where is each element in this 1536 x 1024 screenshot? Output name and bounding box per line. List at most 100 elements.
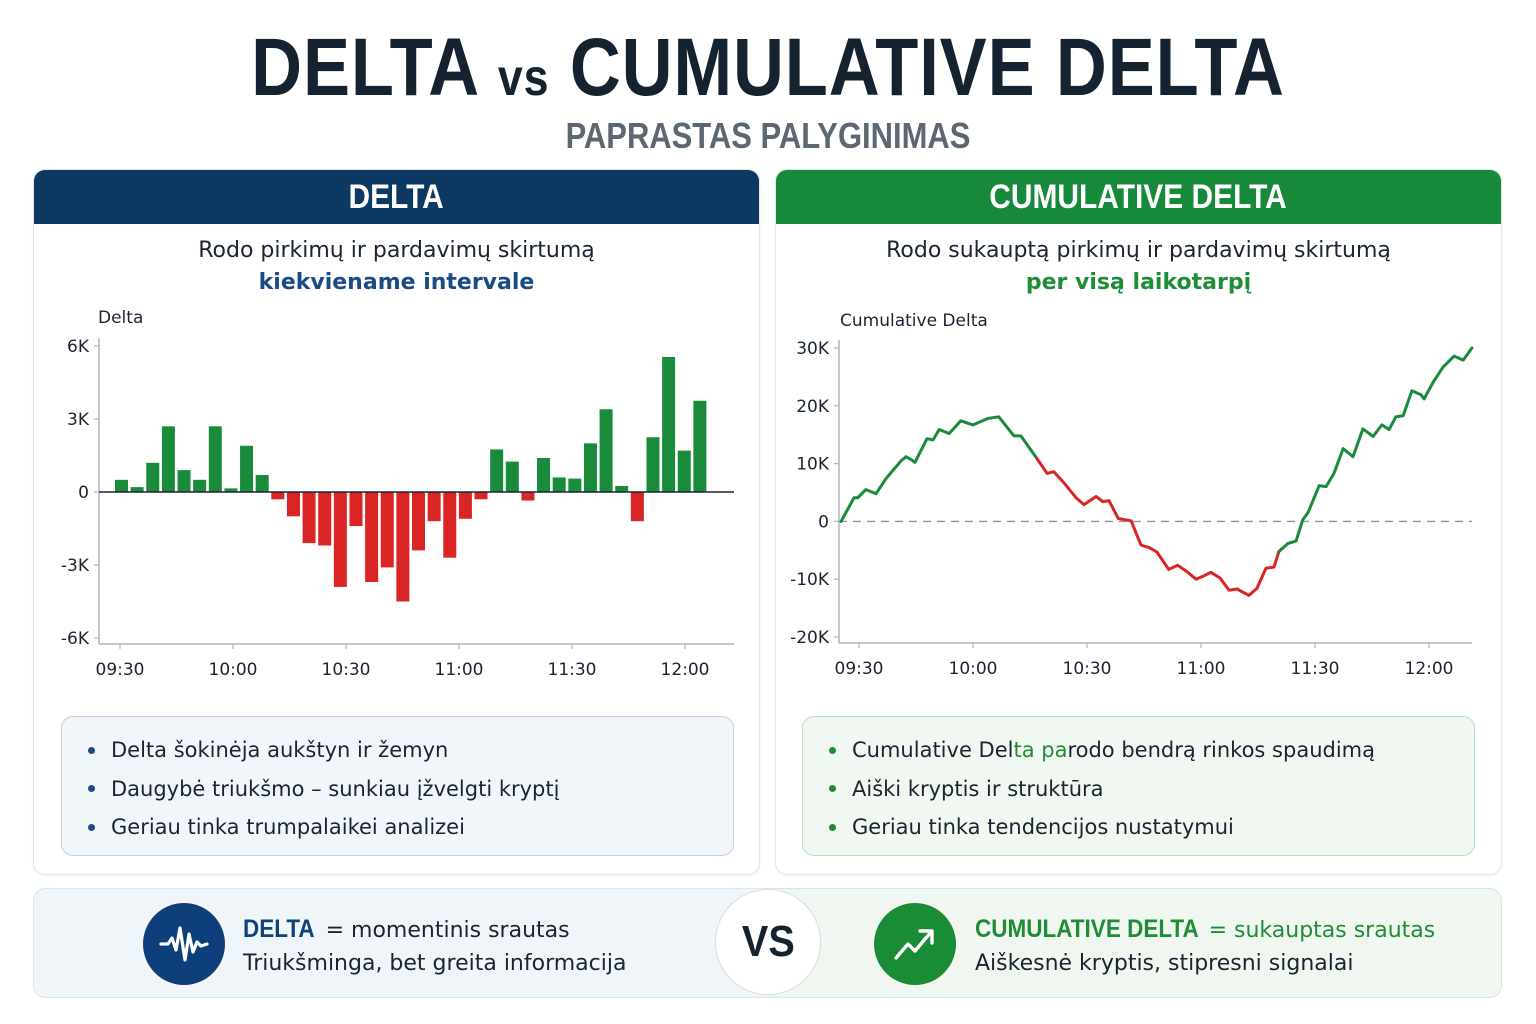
- bar-positive: [537, 457, 551, 492]
- bullet-dot-icon: [829, 823, 836, 831]
- bar-positive: [240, 445, 254, 492]
- bar-negative: [396, 492, 410, 602]
- list-item: Aiški kryptis ir struktūra: [829, 770, 1474, 809]
- y-tick-label: 0: [818, 512, 829, 532]
- cumulative-card-description: Rodo sukauptą pirkimų ir pardavimų skirt…: [776, 236, 1501, 300]
- bar-negative: [380, 492, 394, 568]
- bar-negative: [427, 492, 441, 522]
- subtitle: PAPRASTAS PALYGINIMAS: [565, 115, 971, 156]
- y-tick-label: 30K: [796, 339, 830, 359]
- y-tick-label: -10K: [790, 570, 830, 590]
- bar-positive: [490, 449, 504, 492]
- cumulative-delta-card: CUMULATIVE DELTA Rodo sukauptą pirkimų i…: [775, 169, 1502, 875]
- bar-negative: [318, 492, 332, 546]
- cumulative-summary-note: Aiškesnė kryptis, stipresni signalai: [975, 951, 1354, 976]
- y-tick-label: 6K: [67, 337, 90, 357]
- trending-up-icon: [874, 903, 956, 985]
- bar-negative: [302, 492, 316, 544]
- cumulative-desc-emphasis: per visą laikotarpį: [1025, 270, 1252, 295]
- bar-negative: [333, 492, 347, 587]
- bar-negative: [458, 492, 472, 519]
- y-tick-label: 20K: [796, 397, 830, 417]
- bar-negative: [412, 492, 426, 551]
- bullet-dot-icon: [88, 746, 95, 754]
- bar-positive: [130, 487, 144, 492]
- bullet-dot-icon: [829, 785, 836, 793]
- cumulative-card-header: CUMULATIVE DELTA: [776, 170, 1501, 224]
- bar-negative: [365, 492, 379, 583]
- bar-positive: [662, 356, 676, 492]
- bar-positive: [115, 479, 129, 492]
- bar-negative: [349, 492, 363, 527]
- line-segment-up: [839, 415, 1039, 523]
- waveform-icon: [143, 903, 225, 985]
- bar-positive: [255, 474, 269, 492]
- x-tick-label: 10:30: [1063, 659, 1112, 679]
- title-delta: DELTA: [251, 22, 478, 113]
- delta-summary-definition: = momentinis srautas: [318, 918, 570, 943]
- x-tick-label: 11:00: [435, 660, 484, 680]
- bullet-text-part: Cumulative Del: [852, 738, 1014, 763]
- vs-label: VS: [741, 917, 795, 966]
- cumulative-bullet-list: Cumulative Delta parodo bendrą rinkos sp…: [802, 716, 1475, 856]
- x-tick-label: 09:30: [96, 660, 145, 680]
- y-tick-label: 3K: [67, 410, 90, 430]
- bar-negative: [271, 492, 285, 500]
- cumulative-summary-key: CUMULATIVE DELTA: [975, 915, 1199, 943]
- y-axis-title: Cumulative Delta: [840, 311, 988, 331]
- cumulative-summary-definition: = sukauptas srautas: [1201, 918, 1436, 943]
- x-tick-label: 10:00: [209, 660, 258, 680]
- list-item: Geriau tinka trumpalaikei analizei: [88, 808, 733, 847]
- bullet-text: Geriau tinka tendencijos nustatymui: [852, 815, 1234, 840]
- bullet-text: Geriau tinka trumpalaikei analizei: [111, 815, 465, 840]
- bar-negative: [521, 492, 535, 501]
- main-title: DELTA vs CUMULATIVE DELTA: [108, 22, 1429, 124]
- bar-negative: [474, 492, 488, 500]
- bar-positive: [208, 426, 222, 492]
- cumulative-card-title: CUMULATIVE DELTA: [989, 177, 1288, 216]
- bar-negative: [630, 492, 644, 522]
- x-tick-label: 10:00: [949, 659, 998, 679]
- x-tick-label: 11:30: [548, 660, 597, 680]
- delta-summary-note: Triukšminga, bet greita informacija: [243, 951, 627, 976]
- x-tick-label: 11:00: [1177, 659, 1226, 679]
- delta-summary-text: DELTA = momentinis srautas Triukšminga, …: [243, 913, 626, 981]
- line-segment-down: [1035, 456, 1281, 597]
- bar-positive: [646, 437, 660, 492]
- bullet-text-highlight: ta pa: [1013, 738, 1068, 763]
- bar-positive: [583, 443, 597, 492]
- y-tick-label: -6K: [61, 629, 90, 649]
- bar-positive: [505, 461, 519, 492]
- y-tick-label: 0: [78, 483, 89, 503]
- x-tick-label: 12:00: [661, 660, 710, 680]
- bar-positive: [693, 400, 707, 492]
- bar-positive: [677, 450, 691, 492]
- bullet-text: Delta šokinėja aukštyn ir žemyn: [111, 738, 449, 763]
- bar-positive: [224, 488, 238, 492]
- bullet-text-part: rodo bendrą rinkos spaudimą: [1067, 738, 1375, 763]
- delta-card-title: DELTA: [348, 177, 445, 216]
- y-axis-title: Delta: [98, 308, 143, 328]
- delta-bullet-list: Delta šokinėja aukštyn ir žemyn Daugybė …: [61, 716, 734, 856]
- delta-card-description: Rodo pirkimų ir pardavimų skirtumą kiekv…: [34, 236, 759, 300]
- list-item: Cumulative Delta parodo bendrą rinkos sp…: [829, 731, 1474, 770]
- list-item: Geriau tinka tendencijos nustatymui: [829, 808, 1474, 847]
- bullet-text: Cumulative Delta parodo bendrą rinkos sp…: [852, 738, 1375, 762]
- title-cumulative-delta: CUMULATIVE DELTA: [569, 22, 1285, 113]
- cumulative-desc-line1: Rodo sukauptą pirkimų ir pardavimų skirt…: [886, 238, 1391, 263]
- bar-positive: [161, 426, 175, 492]
- bullet-dot-icon: [829, 746, 836, 754]
- delta-card-header: DELTA: [34, 170, 759, 224]
- y-tick-label: -3K: [61, 556, 90, 576]
- bar-positive: [552, 477, 566, 492]
- list-item: Delta šokinėja aukštyn ir žemyn: [88, 731, 733, 770]
- bullet-dot-icon: [88, 823, 95, 831]
- y-tick-label: -20K: [790, 628, 830, 648]
- x-tick-label: 11:30: [1291, 659, 1340, 679]
- x-tick-label: 10:30: [322, 660, 371, 680]
- x-tick-label: 09:30: [835, 659, 884, 679]
- delta-card: DELTA Rodo pirkimų ir pardavimų skirtumą…: [33, 169, 760, 875]
- line-segment-up: [1277, 346, 1474, 553]
- bar-positive: [615, 485, 629, 492]
